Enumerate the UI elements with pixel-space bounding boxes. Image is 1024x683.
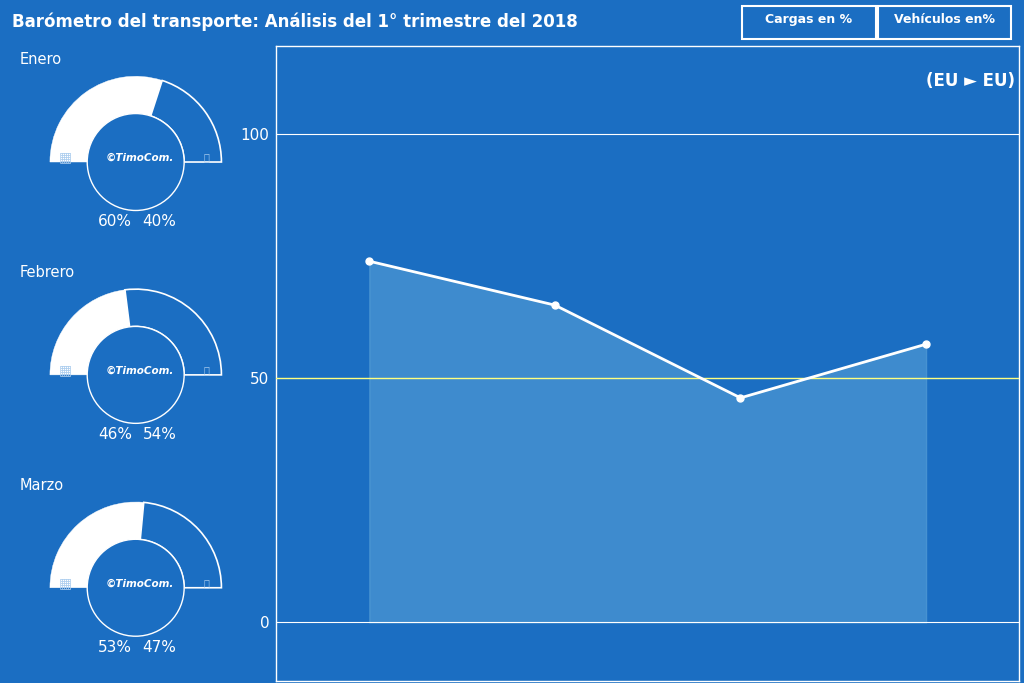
Text: 46%: 46% — [98, 427, 132, 442]
Text: Barómetro del transporte: Análisis del 1° trimestre del 2018: Barómetro del transporte: Análisis del 1… — [12, 13, 578, 31]
Text: Enero: Enero — [20, 53, 62, 68]
FancyBboxPatch shape — [878, 5, 1011, 39]
Text: Cargas en %: Cargas en % — [765, 14, 853, 27]
Wedge shape — [50, 290, 130, 375]
Text: Vehículos en%: Vehículos en% — [894, 14, 994, 27]
Text: 🚛: 🚛 — [204, 152, 210, 163]
Text: 🚛: 🚛 — [204, 579, 210, 588]
FancyBboxPatch shape — [742, 5, 876, 39]
Text: 53%: 53% — [98, 640, 132, 655]
Wedge shape — [50, 76, 162, 162]
Text: 🚛: 🚛 — [204, 365, 210, 376]
Text: 54%: 54% — [142, 427, 176, 442]
Text: Febrero: Febrero — [20, 265, 75, 280]
Text: ©TimoCom.: ©TimoCom. — [105, 365, 174, 376]
Text: (EU ► EU): (EU ► EU) — [926, 72, 1015, 90]
Wedge shape — [125, 289, 221, 375]
Circle shape — [87, 113, 184, 210]
Text: ▦: ▦ — [58, 576, 72, 590]
Circle shape — [87, 326, 184, 423]
Text: 47%: 47% — [142, 640, 176, 655]
Text: 60%: 60% — [98, 214, 132, 229]
Wedge shape — [151, 81, 221, 162]
Wedge shape — [50, 502, 143, 588]
Text: ▦: ▦ — [58, 150, 72, 165]
Text: 40%: 40% — [142, 214, 176, 229]
Circle shape — [87, 540, 184, 637]
Text: ©TimoCom.: ©TimoCom. — [105, 152, 174, 163]
Wedge shape — [140, 503, 221, 588]
Text: Marzo: Marzo — [20, 478, 65, 493]
Text: ▦: ▦ — [58, 363, 72, 378]
Text: ©TimoCom.: ©TimoCom. — [105, 579, 174, 588]
